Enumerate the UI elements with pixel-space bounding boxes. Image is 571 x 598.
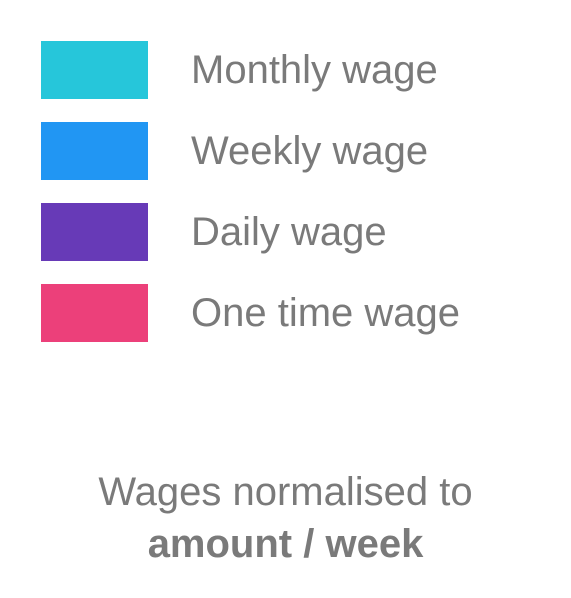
legend-swatch-daily — [41, 203, 148, 261]
legend-swatch-monthly — [41, 41, 148, 99]
legend-label-weekly: Weekly wage — [191, 129, 429, 173]
legend-swatch-one-time — [41, 284, 148, 342]
legend-item-one-time: One time wage — [41, 284, 551, 342]
legend-swatch-weekly — [41, 122, 148, 180]
caption-line-1: Wages normalised to — [98, 470, 473, 514]
normalisation-caption: Wages normalised to amount / week — [0, 466, 571, 570]
caption-line-2: amount / week — [147, 522, 424, 566]
legend-item-monthly: Monthly wage — [41, 41, 551, 99]
legend-label-daily: Daily wage — [191, 210, 387, 254]
legend-label-monthly: Monthly wage — [191, 48, 438, 92]
legend-label-one-time: One time wage — [191, 291, 461, 335]
legend-item-weekly: Weekly wage — [41, 122, 551, 180]
legend-item-daily: Daily wage — [41, 203, 551, 261]
wage-type-legend: Monthly wage Weekly wage Daily wage One … — [41, 41, 551, 342]
